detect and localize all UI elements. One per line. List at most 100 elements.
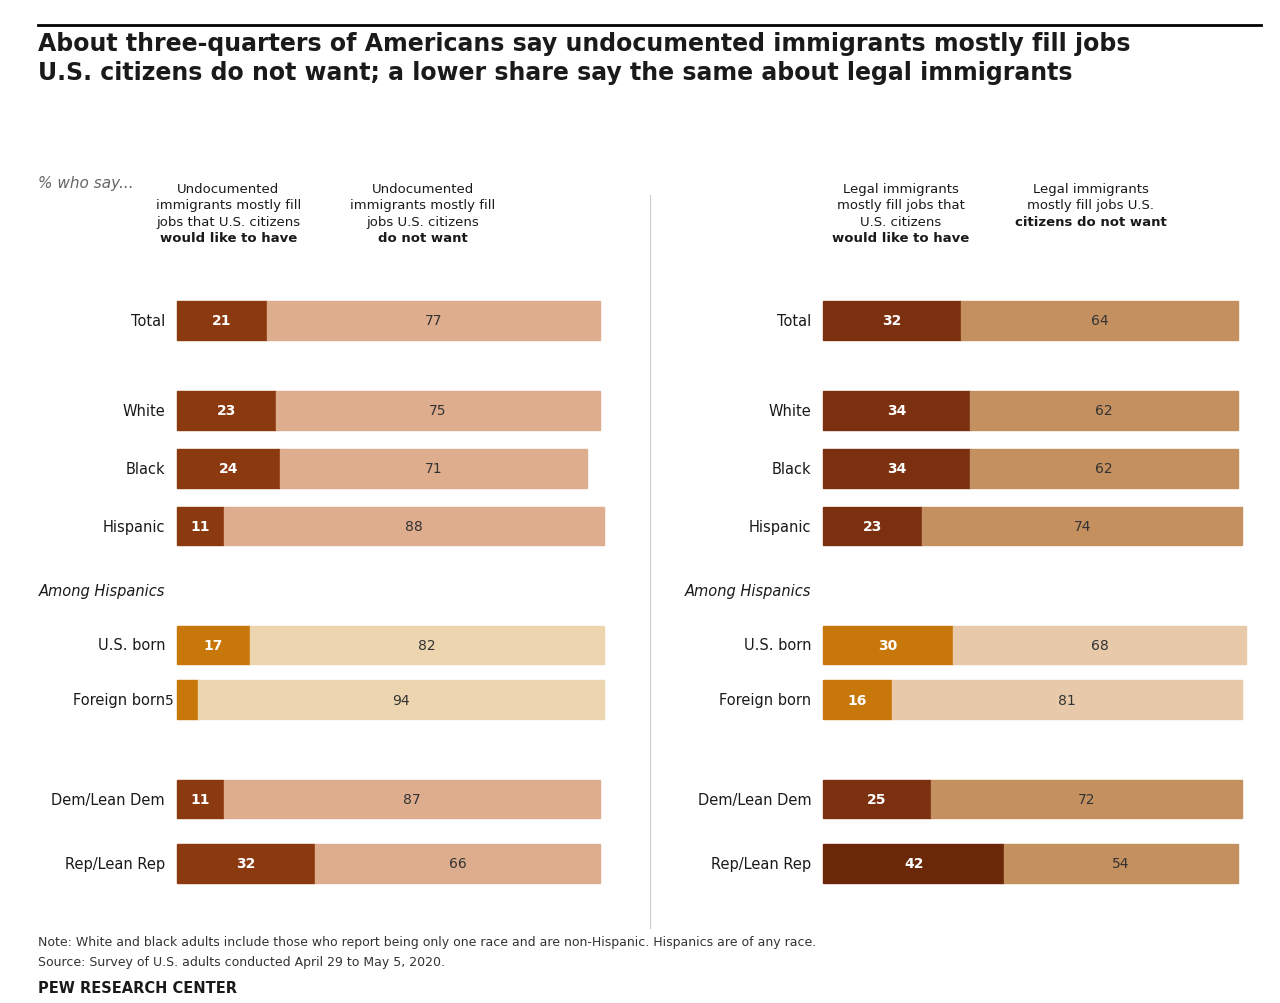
Text: 66: 66: [448, 857, 466, 871]
Bar: [892, 681, 1242, 719]
Text: 25: 25: [868, 792, 887, 806]
Bar: [276, 392, 600, 430]
Text: mostly fill jobs U.S.: mostly fill jobs U.S.: [1028, 199, 1155, 212]
Text: 11: 11: [191, 520, 210, 534]
Text: White: White: [769, 403, 812, 418]
Bar: [961, 302, 1238, 340]
Bar: [280, 449, 588, 488]
Bar: [224, 508, 604, 546]
Text: jobs U.S. citizens: jobs U.S. citizens: [366, 216, 479, 229]
Bar: [923, 508, 1242, 546]
Text: Hispanic: Hispanic: [749, 520, 812, 534]
Text: Legal immigrants: Legal immigrants: [1033, 183, 1149, 196]
Text: About three-quarters of Americans say undocumented immigrants mostly fill jobs
U: About three-quarters of Americans say un…: [38, 32, 1132, 85]
Text: Total: Total: [777, 314, 812, 329]
Text: U.S. born: U.S. born: [744, 638, 812, 653]
Bar: [177, 302, 268, 340]
Text: 62: 62: [1094, 404, 1112, 418]
Text: 23: 23: [216, 404, 236, 418]
Text: Rep/Lean Rep: Rep/Lean Rep: [712, 857, 812, 871]
Bar: [931, 780, 1242, 818]
Bar: [823, 449, 970, 488]
Text: Foreign born: Foreign born: [73, 692, 165, 707]
Text: immigrants mostly fill: immigrants mostly fill: [351, 199, 495, 212]
Text: 17: 17: [204, 638, 223, 652]
Text: immigrants mostly fill: immigrants mostly fill: [156, 199, 301, 212]
Text: 87: 87: [403, 792, 421, 806]
Bar: [823, 780, 931, 818]
Bar: [970, 449, 1238, 488]
Text: jobs that U.S. citizens: jobs that U.S. citizens: [156, 216, 301, 229]
Text: 94: 94: [393, 693, 410, 707]
Text: 72: 72: [1078, 792, 1096, 806]
Text: Source: Survey of U.S. adults conducted April 29 to May 5, 2020.: Source: Survey of U.S. adults conducted …: [38, 955, 445, 968]
Text: Note: White and black adults include those who report being only one race and ar: Note: White and black adults include tho…: [38, 935, 817, 948]
Text: 34: 34: [887, 461, 906, 475]
Text: 5: 5: [165, 693, 174, 707]
Text: would like to have: would like to have: [832, 233, 969, 245]
Text: % who say...: % who say...: [38, 176, 134, 191]
Text: citizens do not want: citizens do not want: [1015, 216, 1167, 229]
Text: Undocumented: Undocumented: [178, 183, 279, 196]
Text: 11: 11: [191, 792, 210, 806]
Bar: [224, 780, 600, 818]
Text: 71: 71: [425, 461, 443, 475]
Text: 74: 74: [1074, 520, 1091, 534]
Text: 88: 88: [406, 520, 424, 534]
Text: 32: 32: [236, 857, 256, 871]
Text: Among Hispanics: Among Hispanics: [38, 584, 165, 598]
Text: Black: Black: [772, 461, 812, 476]
Bar: [823, 508, 923, 546]
Bar: [177, 681, 198, 719]
Bar: [250, 626, 604, 665]
Bar: [177, 392, 276, 430]
Text: 42: 42: [904, 857, 923, 871]
Bar: [268, 302, 600, 340]
Bar: [177, 508, 224, 546]
Text: do not want: do not want: [378, 233, 467, 245]
Text: Total: Total: [131, 314, 165, 329]
Text: Black: Black: [125, 461, 165, 476]
Bar: [198, 681, 604, 719]
Text: Among Hispanics: Among Hispanics: [685, 584, 812, 598]
Text: 23: 23: [863, 520, 882, 534]
Text: 62: 62: [1094, 461, 1112, 475]
Bar: [823, 681, 892, 719]
Text: 30: 30: [878, 638, 897, 652]
Text: White: White: [123, 403, 165, 418]
Text: Hispanic: Hispanic: [102, 520, 165, 534]
Bar: [823, 845, 1005, 883]
Text: 81: 81: [1059, 693, 1076, 707]
Text: 68: 68: [1091, 638, 1108, 652]
Text: 64: 64: [1091, 314, 1108, 328]
Text: 32: 32: [882, 314, 902, 328]
Bar: [177, 626, 250, 665]
Text: Dem/Lean Dem: Dem/Lean Dem: [51, 792, 165, 806]
Bar: [970, 392, 1238, 430]
Text: U.S. born: U.S. born: [97, 638, 165, 653]
Bar: [177, 449, 280, 488]
Text: mostly fill jobs that: mostly fill jobs that: [837, 199, 965, 212]
Text: would like to have: would like to have: [160, 233, 297, 245]
Text: 24: 24: [219, 461, 238, 475]
Bar: [952, 626, 1247, 665]
Bar: [177, 845, 315, 883]
Text: 82: 82: [419, 638, 436, 652]
Bar: [823, 302, 961, 340]
Bar: [823, 626, 952, 665]
Bar: [315, 845, 600, 883]
Text: Dem/Lean Dem: Dem/Lean Dem: [698, 792, 812, 806]
Text: Rep/Lean Rep: Rep/Lean Rep: [65, 857, 165, 871]
Text: U.S. citizens: U.S. citizens: [860, 216, 941, 229]
Text: 16: 16: [847, 693, 868, 707]
Text: PEW RESEARCH CENTER: PEW RESEARCH CENTER: [38, 980, 237, 995]
Text: 54: 54: [1112, 857, 1130, 871]
Text: Legal immigrants: Legal immigrants: [842, 183, 959, 196]
Bar: [823, 392, 970, 430]
Text: 21: 21: [212, 314, 232, 328]
Text: 77: 77: [425, 314, 443, 328]
Text: Foreign born: Foreign born: [719, 692, 812, 707]
Text: 75: 75: [429, 404, 447, 418]
Text: Undocumented: Undocumented: [371, 183, 474, 196]
Bar: [177, 780, 224, 818]
